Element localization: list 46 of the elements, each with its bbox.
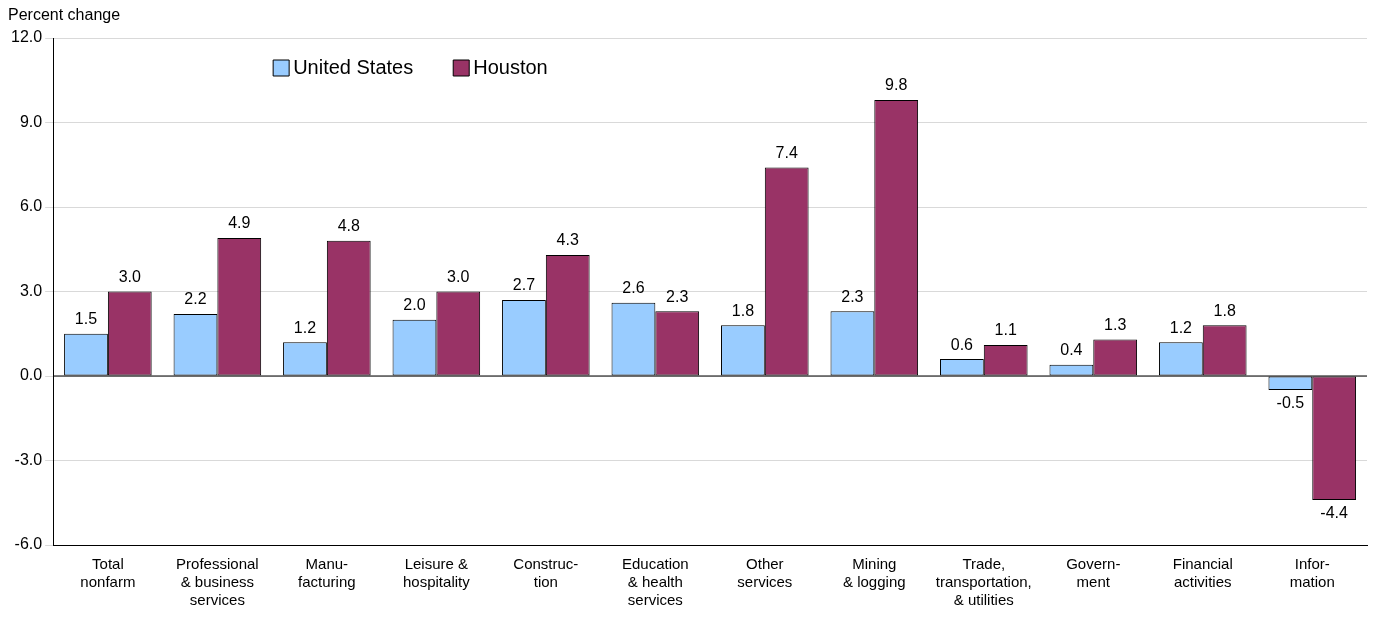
x-tick-label: Financial activities (1172, 555, 1233, 591)
y-tick-label: 9.0 (19, 112, 43, 130)
x-tick-label: Other services (737, 555, 793, 591)
data-label: 4.9 (228, 214, 251, 232)
data-label: 9.8 (885, 76, 908, 94)
y-tick-label: 0.0 (19, 366, 43, 384)
data-label: 2.7 (512, 276, 536, 294)
x-tick-label: Construc- tion (513, 555, 579, 591)
data-label: 2.6 (622, 279, 645, 297)
x-tick-label: Govern- ment (1066, 555, 1121, 591)
y-axis-title: Percent change (8, 6, 121, 24)
data-label: 2.2 (184, 290, 207, 308)
data-label: 1.8 (1213, 301, 1236, 319)
data-label: 1.3 (1104, 315, 1127, 333)
data-label: 1.2 (293, 318, 317, 336)
y-tick-label: -6.0 (14, 535, 43, 553)
x-tick-label: Leisure & hospitality (403, 555, 471, 591)
data-label: 1.5 (74, 310, 98, 328)
x-tick-label: Education & health services (621, 555, 689, 609)
y-tick-label: 6.0 (19, 197, 43, 215)
data-label: 4.3 (556, 231, 579, 249)
legend-label: Houston (473, 55, 548, 78)
y-tick-label: -3.0 (14, 450, 43, 468)
x-tick-label: Infor- mation (1289, 555, 1335, 591)
x-tick-label: Manu- facturing (298, 555, 356, 591)
data-label: 2.3 (666, 287, 689, 305)
y-tick-label: 3.0 (19, 281, 43, 299)
legend-label: United States (293, 55, 414, 78)
data-label: -4.4 (1320, 504, 1349, 522)
x-tick-label: Professional & business services (176, 555, 259, 609)
data-label: 1.2 (1169, 318, 1193, 336)
data-label: 0.6 (950, 335, 974, 353)
data-label: 2.3 (841, 287, 864, 305)
data-label: -0.5 (1276, 394, 1305, 412)
data-label: 1.1 (994, 321, 1017, 339)
data-label: 7.4 (775, 143, 798, 161)
y-tick-label: 12.0 (11, 28, 43, 46)
data-label: 1.8 (731, 301, 755, 319)
data-label: 2.0 (403, 296, 426, 314)
data-label: 4.8 (337, 217, 360, 235)
x-tick-label: Trade, transportation, & utilities (935, 555, 1032, 609)
x-tick-label: Total nonfarm (80, 555, 136, 591)
data-label: 0.4 (1060, 341, 1083, 359)
data-label: 3.0 (118, 267, 141, 285)
data-label: 3.0 (447, 267, 470, 285)
x-tick-label: Mining & logging (843, 555, 906, 591)
